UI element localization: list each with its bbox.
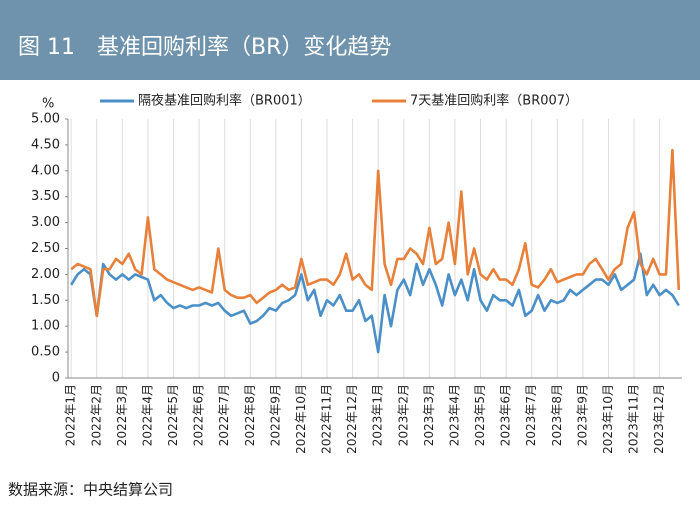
x-tick-label: 2023年1月: [371, 384, 385, 446]
x-tick-label: 2022年12月: [345, 384, 359, 454]
y-tick-label: 2.00: [31, 267, 60, 282]
x-tick-label: 2022年1月: [64, 384, 78, 446]
x-tick-label: 2022年8月: [243, 384, 257, 446]
x-tick-label: 2023年10月: [601, 384, 615, 454]
x-tick-label: 2023年5月: [473, 384, 487, 446]
x-tick-label: 2023年8月: [550, 384, 564, 446]
x-tick-label: 2023年9月: [575, 384, 589, 446]
line-series: [70, 252, 680, 354]
legend-label: 隔夜基准回购利率（BR001）: [138, 93, 311, 109]
y-tick-label: 3.50: [31, 189, 60, 204]
source: 数据来源：中央结算公司: [8, 481, 173, 499]
header-bar: [0, 0, 700, 80]
x-tick-label: 2023年4月: [447, 384, 461, 446]
x-tick-label: 2022年9月: [268, 384, 282, 446]
x-tick-label: 2023年6月: [499, 384, 513, 446]
x-tick-label: 2023年3月: [422, 384, 436, 446]
chart-title: 图 11 基准回购利率（BR）变化趋势: [18, 35, 391, 60]
y-tick-label: 4.50: [31, 137, 60, 152]
y-unit: %: [42, 97, 54, 112]
x-tick-label: 2023年12月: [652, 384, 666, 454]
y-tick-label: 0: [52, 371, 60, 386]
x-tick-label: 2022年10月: [294, 384, 308, 454]
y-tick-label: 0.50: [31, 345, 60, 360]
line-series: [70, 148, 681, 318]
legend-label: 7天基准回购利率（BR007）: [410, 93, 578, 109]
y-tick-label: 1.00: [31, 319, 60, 334]
x-tick-label: 2022年3月: [115, 384, 129, 446]
x-tick-label: 2022年4月: [140, 384, 154, 446]
x-tick-label: 2022年11月: [320, 384, 334, 454]
y-tick-label: 4.00: [31, 163, 60, 178]
x-tick-label: 2022年2月: [89, 384, 103, 446]
x-tick-label: 2023年11月: [627, 384, 641, 454]
x-tick-label: 2023年7月: [524, 384, 538, 446]
x-tick-label: 2022年7月: [217, 384, 231, 446]
y-tick-label: 2.50: [31, 241, 60, 256]
x-tick-label: 2022年6月: [192, 384, 206, 446]
y-tick-label: 3.00: [31, 215, 60, 230]
y-tick-label: 5.00: [31, 112, 60, 127]
y-tick-label: 1.50: [31, 293, 60, 308]
x-tick-label: 2023年2月: [396, 384, 410, 446]
x-tick-label: 2022年5月: [166, 384, 180, 446]
